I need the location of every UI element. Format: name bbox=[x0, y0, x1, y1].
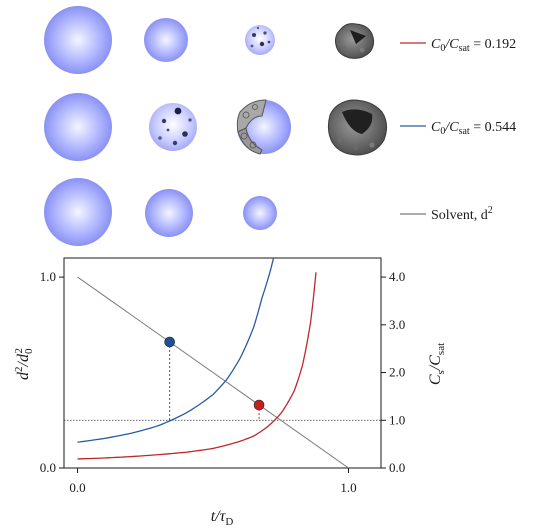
legend-label: C0/Csat = 0.544 bbox=[431, 120, 516, 137]
droplet-row-low-concentration bbox=[44, 6, 375, 74]
y-right-tick-label: 4.0 bbox=[389, 269, 405, 284]
y-axis-label-left: d2/d02 bbox=[13, 348, 35, 380]
series-line bbox=[77, 272, 317, 460]
x-tick-label: 0.0 bbox=[69, 480, 85, 495]
legend-entry-high: C0/Csat = 0.544 bbox=[400, 120, 516, 137]
axes: 0.0 1.0 0.0 1.0 2.0 3.0 4.0 0.0 1.0 bbox=[40, 269, 406, 495]
legend: C0/Csat = 0.192 C0/Csat = 0.544 Solvent,… bbox=[400, 37, 516, 223]
droplet-smooth bbox=[44, 6, 112, 74]
data-point-marker bbox=[253, 399, 265, 411]
x-axis-label: t/τD bbox=[211, 508, 234, 528]
plot-frame bbox=[63, 257, 382, 469]
series-layer bbox=[77, 258, 349, 468]
y-right-tick-label: 0.0 bbox=[389, 460, 405, 475]
y-right-tick-label: 3.0 bbox=[389, 317, 405, 332]
droplet-shell-cavity bbox=[335, 23, 375, 59]
droplet-cracked-shell bbox=[236, 99, 291, 155]
droplet-mottled bbox=[245, 25, 275, 55]
legend-label: C0/Csat = 0.192 bbox=[431, 37, 516, 54]
series-line bbox=[77, 258, 275, 443]
droplet-row-high-concentration bbox=[44, 93, 388, 161]
droplet-mottled bbox=[149, 103, 197, 151]
droplet-row-solvent bbox=[44, 178, 277, 246]
y-left-tick-label: 1.0 bbox=[40, 269, 56, 284]
legend-entry-low: C0/Csat = 0.192 bbox=[400, 37, 516, 54]
x-tick-label: 1.0 bbox=[340, 480, 356, 495]
y-left-tick-label: 0.0 bbox=[40, 460, 56, 475]
droplet-smooth bbox=[44, 178, 112, 246]
legend-label: Solvent, d2 bbox=[431, 205, 493, 223]
droplet-smooth bbox=[145, 189, 193, 237]
data-point-marker bbox=[164, 336, 175, 348]
y-right-tick-label: 1.0 bbox=[389, 412, 405, 427]
legend-entry-solvent: Solvent, d2 bbox=[400, 205, 493, 223]
series-line bbox=[77, 276, 349, 468]
droplet-smooth bbox=[243, 196, 277, 230]
droplet-smooth bbox=[44, 93, 112, 161]
marker-layer bbox=[164, 336, 265, 421]
droplet-open-shell bbox=[327, 99, 388, 156]
plot: 0.01.00.01.02.03.04.00.0 1.0 t/τD d2/d02 … bbox=[13, 257, 447, 528]
droplet-smooth bbox=[144, 18, 188, 62]
y-right-tick-label: 2.0 bbox=[389, 365, 405, 380]
y-axis-label-right: Cs/Csat bbox=[427, 343, 447, 385]
